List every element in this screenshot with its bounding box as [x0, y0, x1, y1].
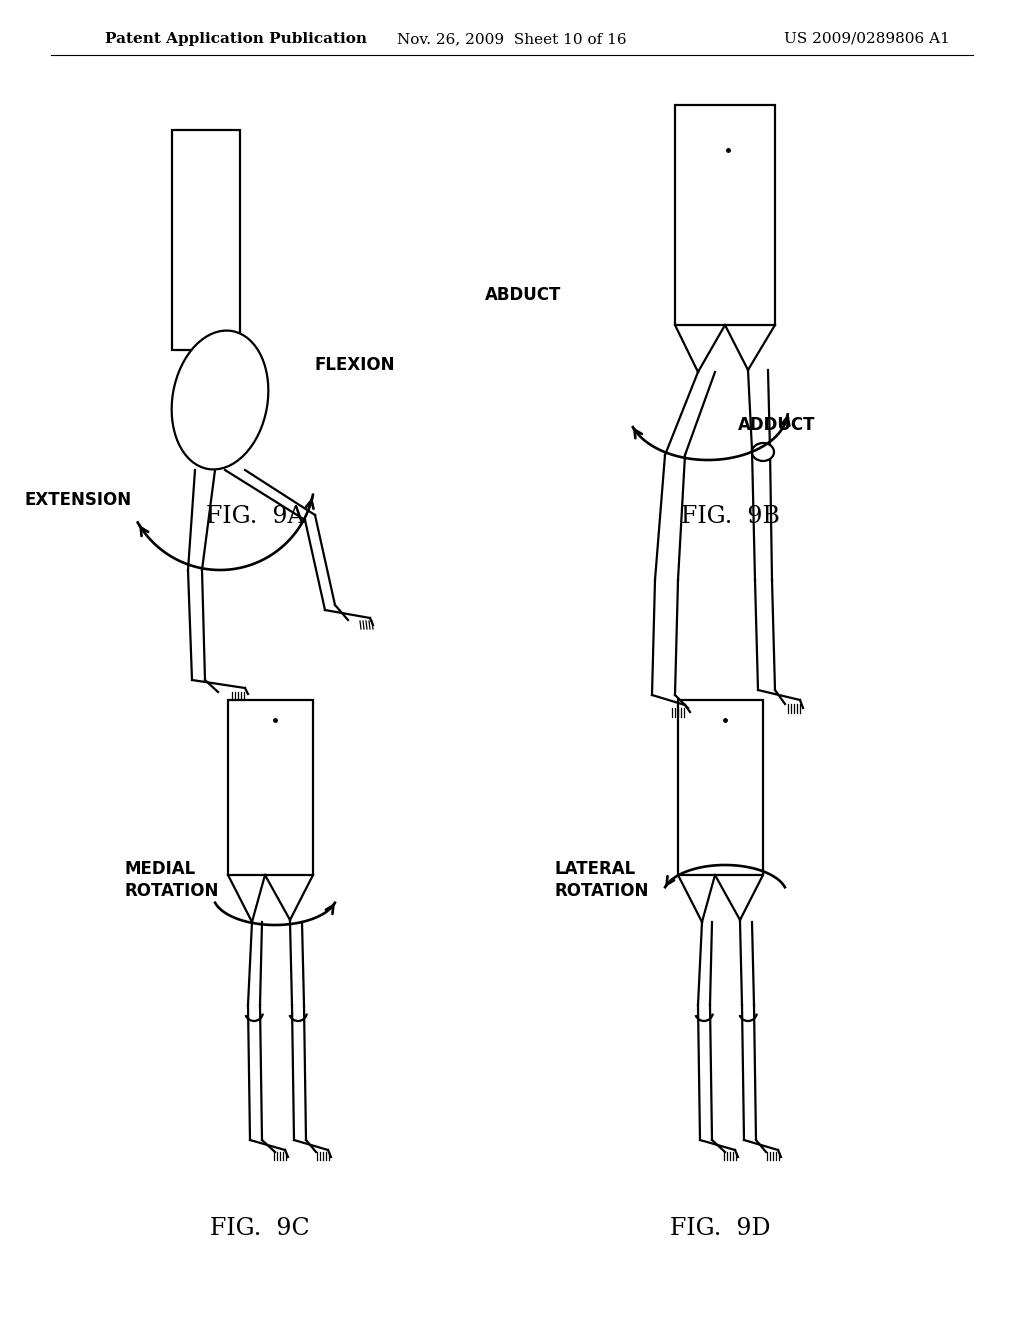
Text: ADDUCT: ADDUCT [738, 416, 815, 434]
Text: ABDUCT: ABDUCT [485, 286, 561, 304]
Ellipse shape [752, 444, 774, 461]
Text: FLEXION: FLEXION [315, 356, 395, 374]
FancyBboxPatch shape [172, 129, 240, 350]
Text: LATERAL
ROTATION: LATERAL ROTATION [555, 859, 649, 900]
Text: Patent Application Publication: Patent Application Publication [105, 32, 367, 46]
Text: EXTENSION: EXTENSION [25, 491, 132, 510]
FancyBboxPatch shape [228, 700, 313, 875]
FancyBboxPatch shape [675, 106, 775, 325]
Text: FIG.  9C: FIG. 9C [210, 1217, 310, 1239]
Text: MEDIAL
ROTATION: MEDIAL ROTATION [125, 859, 219, 900]
Text: FIG.  9B: FIG. 9B [681, 506, 779, 528]
Text: FIG.  9A: FIG. 9A [206, 506, 304, 528]
Ellipse shape [172, 330, 268, 470]
Text: US 2009/0289806 A1: US 2009/0289806 A1 [784, 32, 950, 46]
Text: Nov. 26, 2009  Sheet 10 of 16: Nov. 26, 2009 Sheet 10 of 16 [397, 32, 627, 46]
Text: FIG.  9D: FIG. 9D [670, 1217, 770, 1239]
FancyBboxPatch shape [678, 700, 763, 875]
